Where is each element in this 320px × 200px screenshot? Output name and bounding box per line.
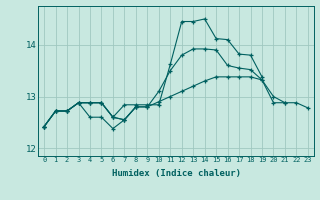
X-axis label: Humidex (Indice chaleur): Humidex (Indice chaleur) <box>111 169 241 178</box>
